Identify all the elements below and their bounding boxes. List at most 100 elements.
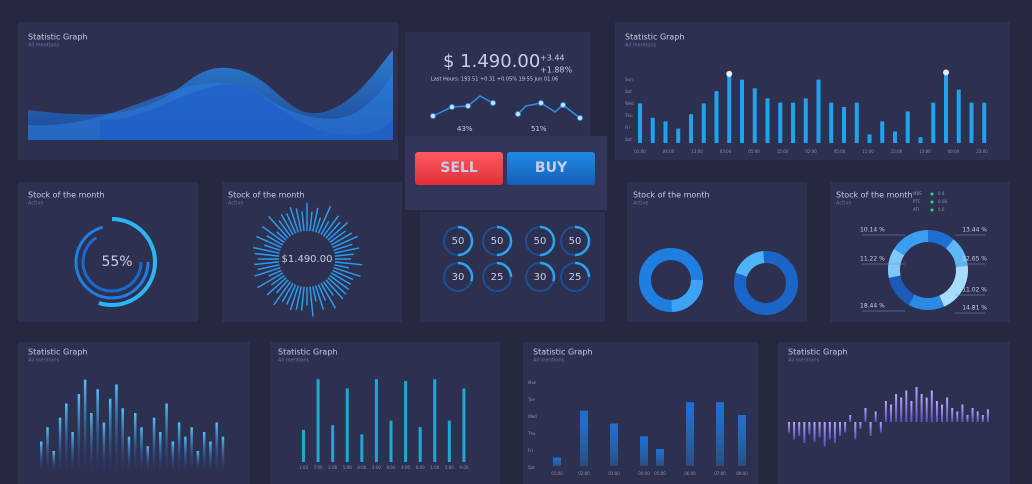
- bar: [553, 457, 561, 466]
- x-label: 11:00: [862, 149, 874, 154]
- bar: [83, 379, 87, 470]
- sparkline-dots: [430, 100, 583, 121]
- bar: [864, 408, 867, 422]
- bar: [920, 394, 923, 422]
- x-label: 1:00: [299, 465, 308, 470]
- x-label: 7:00: [314, 465, 323, 470]
- title: Statistic Graph: [278, 348, 337, 357]
- x-label: 6:00: [416, 465, 425, 470]
- dial-label: 25: [569, 272, 582, 283]
- y-label: Thu: [624, 113, 633, 118]
- sell-button[interactable]: [415, 152, 503, 185]
- x-label: 07:00: [714, 471, 726, 476]
- x-label: 08:00: [736, 471, 748, 476]
- bar: [803, 422, 806, 443]
- pct-label: 13.44 %: [962, 227, 987, 234]
- donut-segment: [927, 230, 954, 249]
- bar: [833, 422, 836, 443]
- bar: [77, 394, 81, 470]
- bar-glow: [726, 70, 733, 77]
- bar: [808, 422, 811, 435]
- bar: [976, 411, 979, 422]
- bar: [740, 79, 744, 143]
- bar: [650, 117, 655, 143]
- title: Stock of the month: [836, 191, 913, 200]
- bar: [345, 388, 349, 462]
- bar: [221, 436, 225, 470]
- bar: [854, 422, 857, 440]
- bar: [828, 422, 831, 440]
- burst-line: [286, 213, 297, 234]
- panel: [420, 212, 605, 322]
- bar: [374, 379, 378, 462]
- legend-value: 0.0: [938, 207, 945, 212]
- bar: [127, 436, 131, 470]
- bar: [96, 389, 99, 470]
- donut-segment: [639, 248, 703, 312]
- change: +3.44: [540, 54, 565, 63]
- burst-line: [329, 274, 350, 290]
- subtitle: All mentions: [533, 358, 564, 364]
- pct-label: 10.14 %: [860, 227, 885, 234]
- bar: [859, 422, 862, 429]
- bar: [165, 403, 168, 470]
- sell-label[interactable]: SELL: [440, 160, 478, 176]
- x-label: 06:00: [684, 471, 696, 476]
- bar: [58, 417, 62, 470]
- dial-label: 50: [534, 236, 547, 247]
- bar: [638, 103, 642, 143]
- bar: [171, 441, 175, 470]
- panel: [405, 32, 590, 136]
- x-label: 03:00: [608, 471, 620, 476]
- bar: [961, 404, 964, 422]
- burst-line: [264, 244, 281, 252]
- buy-button[interactable]: [507, 152, 595, 185]
- right-pct: 51%: [531, 125, 547, 133]
- x-label: 8:00: [357, 465, 366, 470]
- burst-line: [261, 225, 285, 244]
- bar: [738, 415, 746, 466]
- bar: [360, 434, 364, 462]
- bar: [905, 390, 908, 422]
- bar: [905, 111, 910, 143]
- burst-line: [295, 208, 302, 232]
- burst-line: [266, 277, 287, 296]
- bar: [981, 415, 984, 422]
- bar: [842, 107, 846, 143]
- burst-line: [325, 221, 341, 239]
- bar: [803, 98, 808, 143]
- donut: [734, 251, 798, 315]
- x-label: 05:00: [748, 149, 760, 154]
- panel: [18, 182, 198, 322]
- subtitle: All mentions: [278, 358, 309, 364]
- bar: [159, 432, 162, 470]
- burst-line: [275, 279, 289, 294]
- bar: [818, 422, 821, 438]
- x-label: 9:00: [387, 465, 396, 470]
- burst-line: [325, 279, 344, 300]
- bar: [190, 427, 193, 470]
- title: Statistic Graph: [28, 33, 87, 42]
- y-label: Sun: [625, 77, 633, 82]
- burst-line: [254, 252, 280, 257]
- bar: [765, 98, 770, 143]
- bar: [890, 404, 892, 422]
- x-label: 9:00: [459, 465, 468, 470]
- bar: [316, 379, 320, 462]
- buy-label[interactable]: BUY: [535, 160, 568, 176]
- x-label: 2:00: [328, 465, 337, 470]
- burst-line: [317, 284, 327, 301]
- panel: [778, 342, 1010, 484]
- bar: [969, 102, 974, 143]
- donut-segment: [888, 248, 905, 278]
- left-pct: 43%: [457, 125, 473, 133]
- gauge-label: 55%: [101, 254, 132, 270]
- dial-label: 50: [569, 236, 582, 247]
- bar: [701, 103, 706, 143]
- bar: [209, 441, 212, 470]
- burst-line: [329, 230, 346, 244]
- bar: [816, 79, 821, 143]
- dial-arc: [539, 261, 556, 282]
- bar: [146, 446, 150, 470]
- bar: [52, 451, 56, 470]
